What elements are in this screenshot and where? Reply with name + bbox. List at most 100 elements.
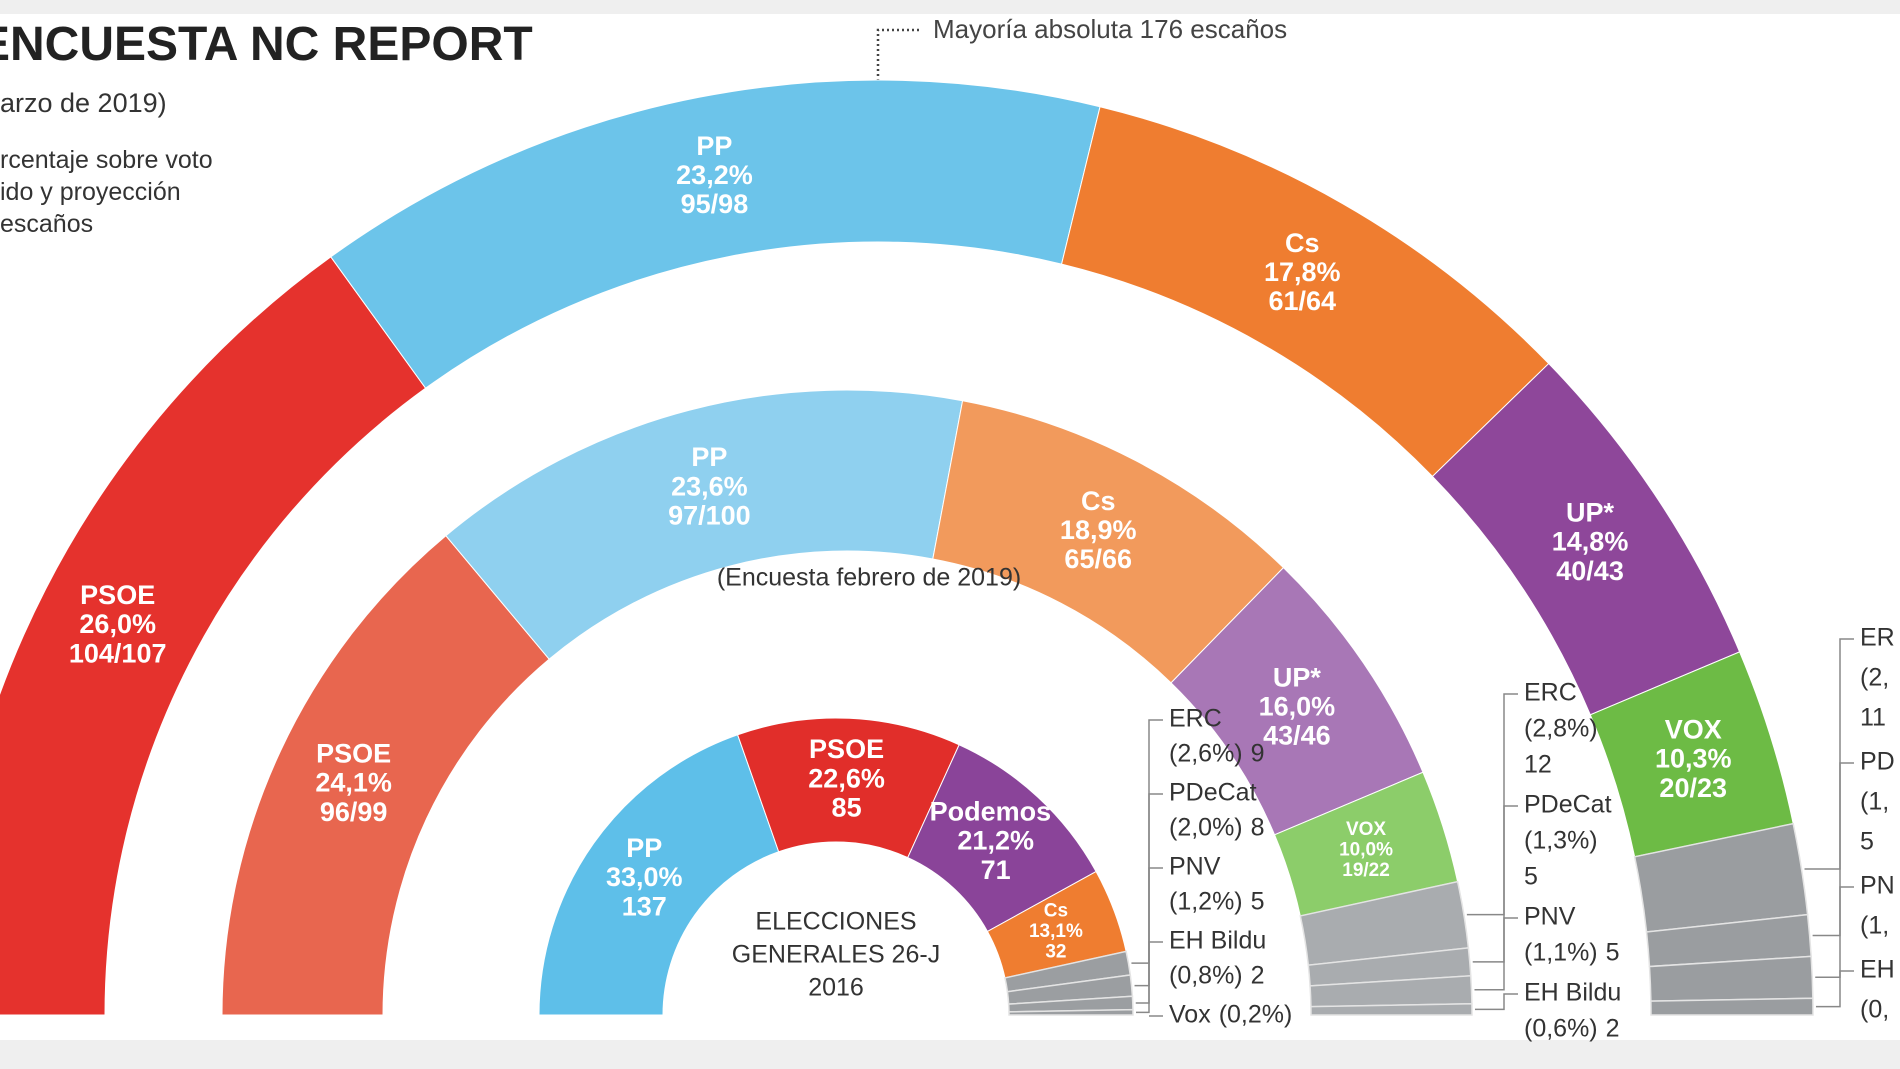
- segment-seats-label: 96/99: [320, 797, 388, 827]
- other-name: EH: [1860, 956, 1895, 984]
- other-name: PDeCat: [1169, 779, 1257, 807]
- segment-name: PP: [691, 442, 727, 472]
- leader-line: [1812, 762, 1854, 937]
- segment-name: Cs: [1285, 228, 1320, 258]
- segment-pct-label: 26,0%: [79, 609, 156, 639]
- other-seats-label: 2: [1606, 1015, 1620, 1043]
- segment-seats-label: 95/98: [681, 189, 749, 219]
- other-name: Vox: [1169, 1001, 1211, 1029]
- note: ido y proyección: [0, 178, 181, 206]
- other-pct-label: (0,2%): [1219, 1001, 1293, 1029]
- other-pct-label: (1,3%): [1524, 827, 1598, 855]
- leader-line: [1135, 941, 1163, 1014]
- segment-pct-label: 23,2%: [676, 160, 753, 190]
- leader-line: [1815, 886, 1854, 979]
- segment-name: VOX: [1665, 715, 1722, 745]
- seat-arc: [1650, 997, 1814, 1016]
- segment-seats-label: 65/66: [1064, 544, 1132, 574]
- leader-line: [1815, 970, 1854, 1008]
- segment-seats-label: 20/23: [1659, 773, 1727, 803]
- other-seats-label: 9: [1251, 740, 1265, 768]
- segment-pct-label: 23,6%: [671, 471, 748, 501]
- other-pct-label: (2,0%): [1169, 814, 1243, 842]
- segment-name: Cs: [1081, 486, 1116, 516]
- other-pct-label: (0,6%): [1524, 1015, 1598, 1043]
- segment-pct-label: 17,8%: [1264, 257, 1341, 287]
- segment-name: UP*: [1273, 662, 1322, 692]
- segment-pct-label: 10,3%: [1655, 744, 1732, 774]
- segment-seats-label: 104/107: [69, 638, 167, 668]
- segment-name: PSOE: [809, 734, 884, 764]
- other-name: PD: [1860, 748, 1895, 776]
- segment-seats-label: 61/64: [1268, 286, 1336, 316]
- segment-seats-label: 43/46: [1263, 721, 1331, 751]
- seat-arc: [221, 535, 550, 1016]
- other-name: EH Bildu: [1169, 927, 1266, 955]
- other-seats-label: 5: [1860, 828, 1874, 856]
- segment-pct-label: 18,9%: [1060, 515, 1137, 545]
- segment-name: VOX: [1346, 819, 1386, 840]
- leader-line: [1474, 917, 1518, 991]
- note: rcentaje sobre voto: [0, 146, 213, 174]
- other-name: ERC: [1524, 679, 1577, 707]
- leader-line: [1135, 867, 1163, 1004]
- caption: (Encuesta febrero de 2019): [717, 564, 1021, 592]
- leader-line: [1474, 993, 1518, 1011]
- seat-arc: [1008, 1008, 1134, 1016]
- segment-pct-label: 21,2%: [957, 826, 1034, 856]
- segment-pct-label: 33,0%: [606, 862, 683, 892]
- other-seats-label: 5: [1524, 863, 1538, 891]
- segment-name: PP: [626, 833, 662, 863]
- segment-pct-label: 14,8%: [1552, 527, 1629, 557]
- segment-seats-label: 19/22: [1342, 860, 1390, 881]
- note: escaños: [0, 210, 93, 238]
- segment-pct-label: 13,1%: [1029, 921, 1083, 942]
- segment-name: Podemos*: [930, 797, 1063, 827]
- segment-name: PSOE: [80, 580, 155, 610]
- caption: GENERALES 26-J: [732, 941, 940, 969]
- leader-line: [1804, 638, 1854, 870]
- segment-seats-label: 137: [622, 891, 667, 921]
- segment-seats-label: 85: [832, 793, 862, 823]
- segment-name: Cs: [1044, 901, 1068, 922]
- other-seats-label: 12: [1524, 751, 1552, 779]
- other-seats-label: 5: [1251, 888, 1265, 916]
- annotation: Mayoría absoluta 176 escaños: [933, 14, 1287, 44]
- caption: 2016: [808, 974, 864, 1002]
- other-pct-label: (0,8%): [1169, 962, 1243, 990]
- other-seats-label: 2: [1251, 962, 1265, 990]
- caption: ELECCIONES: [755, 908, 916, 936]
- seat-arc: [445, 389, 964, 660]
- other-name: ERC: [1169, 705, 1222, 733]
- segment-pct-label: 10,0%: [1339, 839, 1393, 860]
- other-name: ER: [1860, 624, 1895, 652]
- seat-arc: [1310, 1003, 1473, 1016]
- other-pct-label: (0,: [1860, 996, 1889, 1024]
- majority-line: [876, 28, 920, 236]
- other-name: PN: [1860, 872, 1895, 900]
- segment-name: PSOE: [316, 739, 391, 769]
- segment-pct-label: 16,0%: [1259, 691, 1336, 721]
- other-name: PDeCat: [1524, 791, 1612, 819]
- other-name: PNV: [1169, 853, 1221, 881]
- other-seats-label: 8: [1251, 814, 1265, 842]
- seat-arc: [538, 734, 780, 1016]
- segment-seats-label: 32: [1045, 942, 1066, 963]
- other-name: PNV: [1524, 903, 1576, 931]
- other-pct-label: (1,: [1860, 788, 1889, 816]
- other-pct-label: (2,8%): [1524, 715, 1598, 743]
- leader-line: [1466, 693, 1518, 916]
- segment-pct-label: 24,1%: [315, 768, 392, 798]
- chart-title: ENCUESTA NC REPORT: [0, 18, 533, 71]
- other-name: EH Bildu: [1524, 979, 1621, 1007]
- leader-line: [1472, 805, 1518, 963]
- segment-pct-label: 22,6%: [808, 763, 885, 793]
- segment-name: UP*: [1566, 497, 1615, 527]
- subtitle: arzo de 2019): [0, 88, 167, 118]
- segment-name: PP: [696, 131, 732, 161]
- segment-seats-label: 97/100: [668, 500, 751, 530]
- other-seats-label: 11: [1860, 704, 1886, 732]
- other-pct-label: (1,: [1860, 912, 1889, 940]
- other-pct-label: (1,2%): [1169, 888, 1243, 916]
